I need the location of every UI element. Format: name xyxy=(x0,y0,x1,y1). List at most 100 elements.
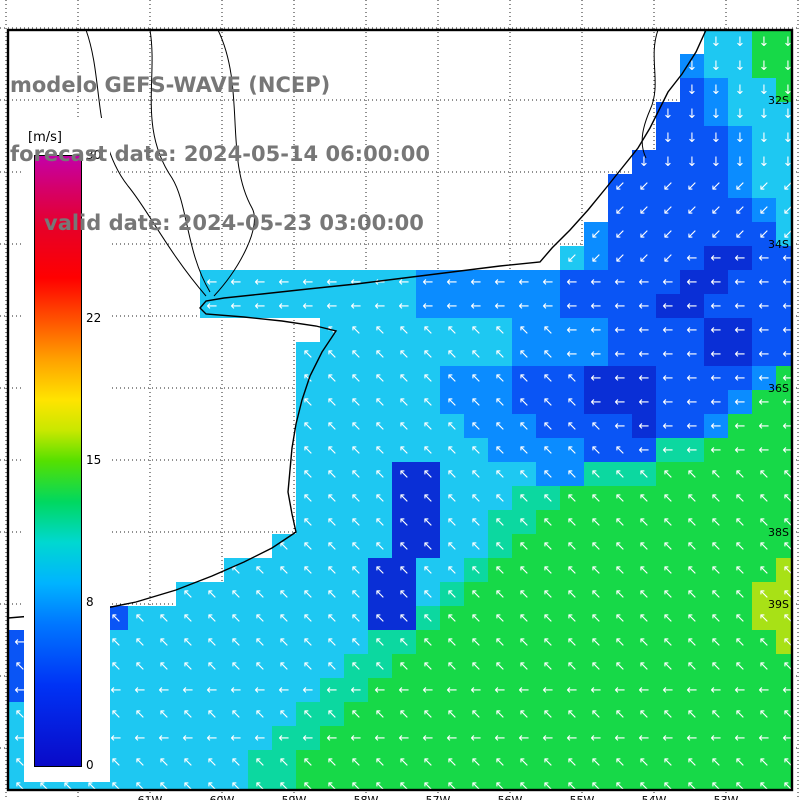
longitude-labels: 61W 60W 59W 58W 57W 56W 55W 54W 53W xyxy=(138,794,739,800)
svg-text:←: ← xyxy=(375,683,386,698)
svg-text:↖: ↖ xyxy=(399,707,410,722)
svg-text:↖: ↖ xyxy=(471,491,482,506)
svg-text:↖: ↖ xyxy=(327,467,338,482)
svg-text:←: ← xyxy=(591,683,602,698)
svg-text:↖: ↖ xyxy=(399,371,410,386)
svg-text:↖: ↖ xyxy=(663,779,674,794)
svg-text:↖: ↖ xyxy=(15,707,26,722)
svg-text:↖: ↖ xyxy=(543,395,554,410)
svg-text:↖: ↖ xyxy=(759,659,770,674)
svg-text:↖: ↖ xyxy=(783,707,794,722)
svg-text:↖: ↖ xyxy=(399,611,410,626)
svg-text:←: ← xyxy=(447,275,458,290)
svg-text:↖: ↖ xyxy=(735,611,746,626)
svg-text:↖: ↖ xyxy=(423,323,434,338)
svg-text:←: ← xyxy=(687,347,698,362)
svg-text:↖: ↖ xyxy=(783,611,794,626)
svg-text:61W: 61W xyxy=(138,794,163,800)
svg-text:↖: ↖ xyxy=(471,563,482,578)
svg-text:↓: ↓ xyxy=(735,155,746,170)
svg-text:←: ← xyxy=(639,323,650,338)
svg-text:↖: ↖ xyxy=(495,467,506,482)
svg-text:↓: ↓ xyxy=(711,83,722,98)
svg-text:↙: ↙ xyxy=(783,203,794,218)
svg-text:↖: ↖ xyxy=(543,491,554,506)
svg-text:↖: ↖ xyxy=(255,587,266,602)
svg-text:←: ← xyxy=(783,395,794,410)
svg-text:↖: ↖ xyxy=(447,443,458,458)
svg-text:↖: ↖ xyxy=(351,635,362,650)
svg-text:↖: ↖ xyxy=(471,347,482,362)
svg-text:↖: ↖ xyxy=(663,563,674,578)
svg-text:↖: ↖ xyxy=(471,707,482,722)
svg-text:↖: ↖ xyxy=(615,491,626,506)
svg-text:↖: ↖ xyxy=(783,563,794,578)
svg-text:←: ← xyxy=(711,299,722,314)
svg-text:←: ← xyxy=(567,275,578,290)
svg-text:↖: ↖ xyxy=(639,755,650,770)
svg-text:↖: ↖ xyxy=(399,755,410,770)
svg-text:↖: ↖ xyxy=(567,755,578,770)
svg-text:↖: ↖ xyxy=(255,707,266,722)
svg-text:↖: ↖ xyxy=(207,611,218,626)
svg-text:←: ← xyxy=(207,683,218,698)
svg-text:↖: ↖ xyxy=(519,347,530,362)
svg-text:←: ← xyxy=(327,731,338,746)
svg-text:↙: ↙ xyxy=(687,227,698,242)
svg-text:↖: ↖ xyxy=(303,491,314,506)
svg-text:↖: ↖ xyxy=(399,491,410,506)
svg-text:↓: ↓ xyxy=(687,107,698,122)
svg-text:←: ← xyxy=(615,731,626,746)
svg-text:↖: ↖ xyxy=(783,659,794,674)
svg-text:↖: ↖ xyxy=(543,563,554,578)
svg-text:←: ← xyxy=(159,683,170,698)
svg-text:39S: 39S xyxy=(768,598,789,611)
svg-text:↖: ↖ xyxy=(423,659,434,674)
svg-text:←: ← xyxy=(735,395,746,410)
svg-text:↖: ↖ xyxy=(159,707,170,722)
svg-text:↙: ↙ xyxy=(783,227,794,242)
svg-text:↖: ↖ xyxy=(423,419,434,434)
svg-text:←: ← xyxy=(735,323,746,338)
svg-text:↖: ↖ xyxy=(183,611,194,626)
svg-text:↖: ↖ xyxy=(303,707,314,722)
svg-text:↖: ↖ xyxy=(567,419,578,434)
svg-text:↖: ↖ xyxy=(351,491,362,506)
svg-text:↖: ↖ xyxy=(615,587,626,602)
svg-text:↖: ↖ xyxy=(303,563,314,578)
svg-text:↖: ↖ xyxy=(375,491,386,506)
svg-text:←: ← xyxy=(735,275,746,290)
svg-text:↖: ↖ xyxy=(231,707,242,722)
svg-text:↖: ↖ xyxy=(375,779,386,794)
svg-text:↖: ↖ xyxy=(303,611,314,626)
svg-text:←: ← xyxy=(687,395,698,410)
svg-text:↖: ↖ xyxy=(687,779,698,794)
svg-text:↖: ↖ xyxy=(423,395,434,410)
svg-text:↖: ↖ xyxy=(447,371,458,386)
svg-text:←: ← xyxy=(639,371,650,386)
svg-text:↓: ↓ xyxy=(783,59,794,74)
svg-text:←: ← xyxy=(231,275,242,290)
svg-text:↖: ↖ xyxy=(567,611,578,626)
svg-text:↓: ↓ xyxy=(663,107,674,122)
svg-text:←: ← xyxy=(399,299,410,314)
svg-text:↙: ↙ xyxy=(735,179,746,194)
svg-text:↖: ↖ xyxy=(471,755,482,770)
direction-arrows: ↓ ↓ ↓ ↓ ↓ ↓ ↓ ↓ ↓ ↓ ↓ ↓ ↓ ↓ ↓ ↓ ↓ ↓ ↓ ↓ ↓ ↓ ↓ ↓ ↓ ↓ ↓ ↓ ↓ ↓ ↓ ↓ ↓ ↙ ↙ ↙ ↙ ↙ ↙ ↙… xyxy=(15,35,794,794)
svg-text:↖: ↖ xyxy=(207,707,218,722)
svg-text:↖: ↖ xyxy=(327,491,338,506)
svg-text:↖: ↖ xyxy=(447,659,458,674)
svg-text:↙: ↙ xyxy=(615,203,626,218)
svg-text:↓: ↓ xyxy=(711,35,722,50)
svg-text:↖: ↖ xyxy=(735,707,746,722)
svg-text:↖: ↖ xyxy=(519,395,530,410)
svg-text:←: ← xyxy=(759,731,770,746)
svg-text:←: ← xyxy=(447,731,458,746)
svg-text:←: ← xyxy=(663,731,674,746)
svg-text:↖: ↖ xyxy=(567,515,578,530)
svg-text:↖: ↖ xyxy=(519,659,530,674)
svg-text:↖: ↖ xyxy=(663,467,674,482)
svg-text:↖: ↖ xyxy=(639,539,650,554)
svg-text:↖: ↖ xyxy=(543,611,554,626)
svg-text:←: ← xyxy=(735,299,746,314)
